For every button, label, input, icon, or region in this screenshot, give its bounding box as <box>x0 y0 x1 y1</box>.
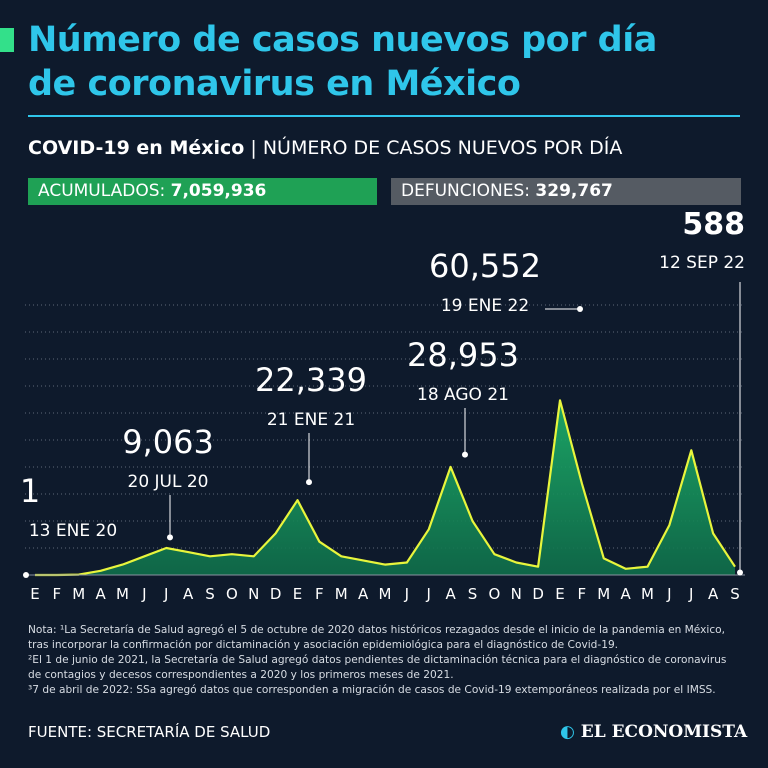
x-tick-label: S <box>730 585 740 603</box>
annotation-dot <box>462 451 468 458</box>
annotation-dot <box>737 569 743 576</box>
x-tick-label: M <box>116 585 129 603</box>
x-tick-label: F <box>578 585 587 603</box>
subtitle-bold: COVID-19 en México <box>28 137 245 159</box>
x-tick-label: O <box>488 585 500 603</box>
x-tick-label: E <box>30 585 39 603</box>
x-tick-label: F <box>53 585 62 603</box>
x-tick-label: S <box>205 585 215 603</box>
logo-text: EL ECONOMISTA <box>580 722 748 742</box>
x-tick-label: D <box>532 585 544 603</box>
annotation-dot <box>577 306 583 312</box>
annotation-dot <box>167 534 173 541</box>
annotation-date: 19 ENE 22 <box>441 296 529 316</box>
note: Nota: ¹La Secretaría de Salud agregó el … <box>28 624 726 651</box>
x-tick-label: J <box>404 585 409 603</box>
accum-label: ACUMULADOS: <box>38 181 166 201</box>
area <box>35 400 735 575</box>
x-tick-label: O <box>226 585 238 603</box>
source: FUENTE: SECRETARÍA DE SALUD <box>28 723 271 741</box>
accum-value: 7,059,936 <box>170 181 267 201</box>
note: ²El 1 de junio de 2021, la Secretaría de… <box>28 654 727 681</box>
divider <box>28 115 740 117</box>
annotation-value: 9,063 <box>122 423 214 461</box>
x-tick-label: D <box>270 585 282 603</box>
x-tick-label: A <box>708 585 719 603</box>
x-tick-label: E <box>293 585 302 603</box>
x-tick-label: N <box>248 585 259 603</box>
title-line: Número de casos nuevos por día <box>28 20 657 60</box>
x-tick-label: F <box>315 585 324 603</box>
x-tick-label: J <box>426 585 431 603</box>
accent-bar <box>0 28 14 52</box>
annotation-date: 21 ENE 21 <box>267 410 355 430</box>
x-tick-label: J <box>163 585 168 603</box>
x-tick-label: A <box>445 585 456 603</box>
annotation-value: 22,339 <box>255 361 367 399</box>
logo: ◐ EL ECONOMISTA <box>560 722 747 742</box>
x-tick-label: S <box>468 585 478 603</box>
x-tick-label: J <box>141 585 146 603</box>
notes: Nota: ¹La Secretaría de Salud agregó el … <box>28 623 743 698</box>
logo-icon: ◐ <box>560 722 581 742</box>
title-line: de coronavirus en México <box>28 64 521 104</box>
line <box>35 399 736 577</box>
x-tick-label: M <box>335 585 348 603</box>
annotation-date: 13 ENE 20 <box>29 521 117 541</box>
deaths-box: DEFUNCIONES: 329,767 <box>391 178 741 205</box>
annotation-dot <box>306 479 312 486</box>
deaths-label: DEFUNCIONES: <box>401 181 531 201</box>
x-tick-label: A <box>358 585 369 603</box>
x-tick-label: A <box>95 585 106 603</box>
annotation-date: 18 AGO 21 <box>417 385 509 405</box>
annotation-dot <box>23 571 29 578</box>
annotation-date: 20 JUL 20 <box>128 472 209 492</box>
accum-box: ACUMULADOS: 7,059,936 <box>28 178 377 205</box>
annotation-value: 60,552 <box>429 247 541 285</box>
annotation-value: 28,953 <box>407 336 519 374</box>
x-tick-label: M <box>379 585 392 603</box>
subtitle-text: | NÚMERO DE CASOS NUEVOS POR DÍA <box>250 137 623 159</box>
x-tick-label: A <box>620 585 631 603</box>
title: Número de casos nuevos por día de coronav… <box>28 18 657 106</box>
x-tick-label: N <box>511 585 522 603</box>
x-tick-label: J <box>688 585 693 603</box>
annotation-value: 1 <box>20 472 40 510</box>
note: ³7 de abril de 2022: SSa agregó datos qu… <box>28 684 716 696</box>
x-tick-label: A <box>183 585 194 603</box>
x-tick-label: E <box>555 585 564 603</box>
annotation-date: 12 SEP 22 <box>659 253 745 273</box>
deaths-value: 329,767 <box>535 181 613 201</box>
x-tick-label: J <box>666 585 671 603</box>
subtitle: COVID-19 en México | NÚMERO DE CASOS NUE… <box>28 137 622 159</box>
annotation-value: 588 <box>682 207 745 242</box>
x-tick-label: M <box>72 585 85 603</box>
x-tick-label: M <box>641 585 654 603</box>
x-tick-label: M <box>597 585 610 603</box>
